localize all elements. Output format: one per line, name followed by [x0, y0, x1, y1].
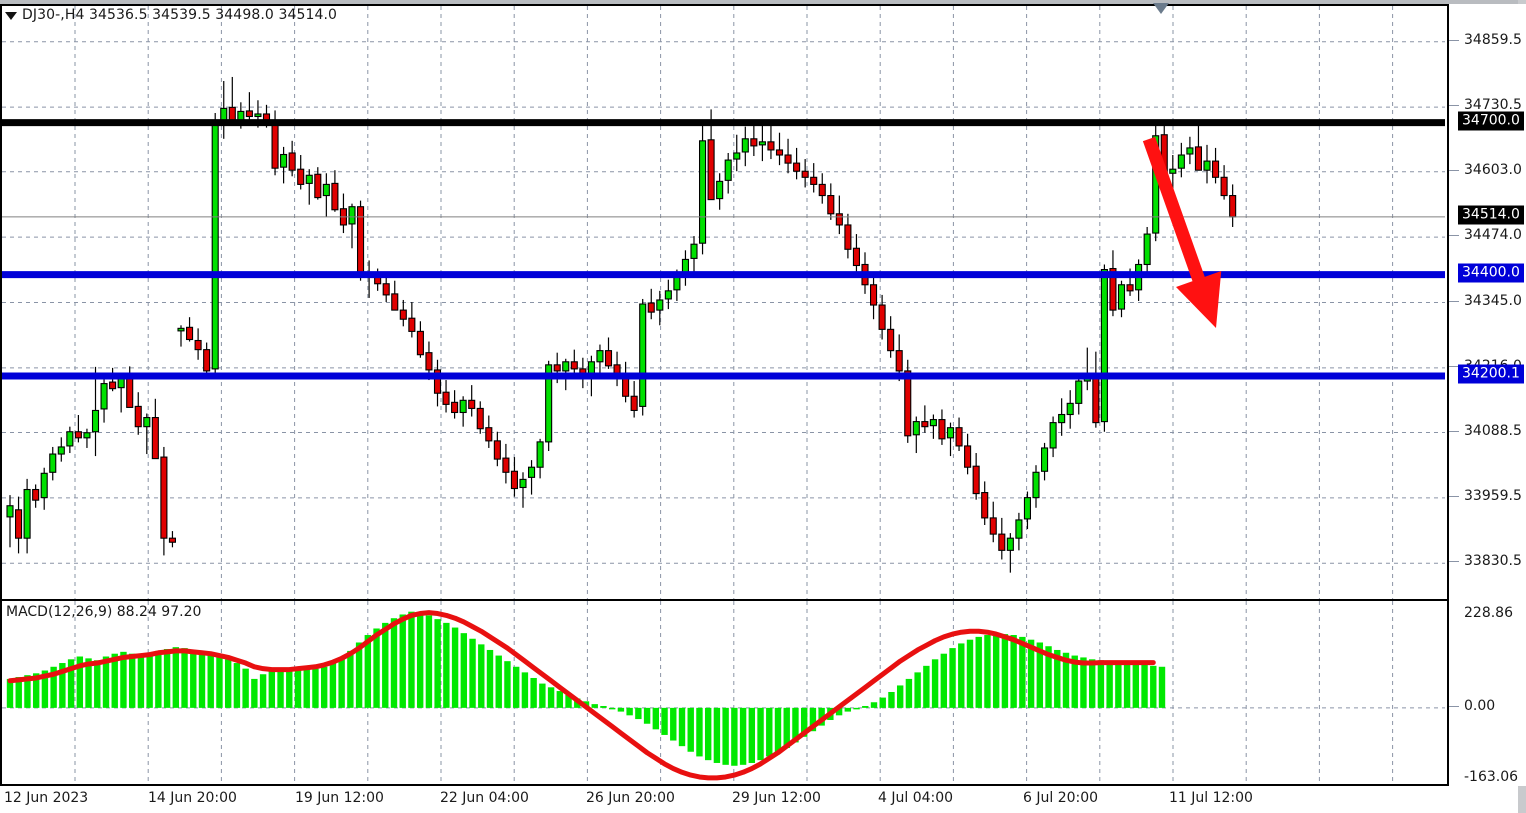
macd-axis-tick-mark: [1449, 705, 1459, 707]
price-axis-tick-mark: [1449, 430, 1459, 432]
time-axis-label: 19 Jun 12:00: [295, 790, 384, 806]
price-axis-tick-mark: [1449, 105, 1459, 107]
price-axis-tick-mark: [1449, 561, 1459, 563]
time-axis-label: 26 Jun 20:00: [586, 790, 675, 806]
price-chart-svg[interactable]: [2, 6, 1447, 599]
price-pane[interactable]: [2, 6, 1447, 599]
price-axis-tick: 33959.5: [1464, 487, 1522, 504]
macd-axis-tick: 0.00: [1464, 697, 1496, 714]
macd-indicator-label: MACD(12,26,9) 88.24 97.20: [6, 604, 202, 620]
macd-pane[interactable]: [2, 601, 1447, 784]
price-axis-tick-mark: [1449, 365, 1459, 367]
price-axis-tag[interactable]: 34700.0: [1458, 111, 1524, 131]
price-axis-tick: 34345.0: [1464, 292, 1522, 309]
time-axis-label: 22 Jun 04:00: [440, 790, 529, 806]
price-axis-tick-mark: [1449, 235, 1459, 237]
triangle-down-icon[interactable]: [5, 12, 17, 20]
time-axis-label: 4 Jul 04:00: [878, 790, 954, 806]
macd-axis-tick: 228.86: [1464, 605, 1513, 621]
price-axis-tick-mark: [1449, 495, 1459, 497]
window-top-strip: [0, 0, 1526, 4]
symbol-ohlc-header: DJ30-,H4 34536.5 34539.5 34498.0 34514.0: [22, 7, 338, 23]
price-axis-tick: 34859.5: [1464, 31, 1522, 48]
price-axis-tag[interactable]: 34400.0: [1458, 263, 1524, 283]
chart-frame[interactable]: [0, 4, 1449, 786]
time-axis-label: 6 Jul 20:00: [1023, 790, 1099, 806]
price-axis-tick-mark: [1449, 300, 1459, 302]
price-axis-tick: 34474.0: [1464, 227, 1522, 244]
price-axis-tick: 34603.0: [1464, 161, 1522, 178]
time-axis-label: 14 Jun 20:00: [148, 790, 237, 806]
macd-chart-svg[interactable]: [2, 601, 1447, 784]
price-axis-tick-mark: [1449, 169, 1459, 171]
price-axis-tick: 34088.5: [1464, 422, 1522, 439]
price-axis-tag[interactable]: 34514.0: [1458, 205, 1524, 225]
price-axis-tick: 34730.5: [1464, 97, 1522, 114]
pane-divider: [2, 599, 1447, 601]
price-axis-tag[interactable]: 34200.1: [1458, 364, 1524, 384]
price-axis-tick: 33830.5: [1464, 553, 1522, 570]
chart-top-marker-icon[interactable]: [1153, 3, 1169, 14]
time-axis-label: 11 Jul 12:00: [1169, 790, 1253, 806]
price-scale-gutter[interactable]: [1449, 4, 1526, 786]
time-axis-label: 29 Jun 12:00: [732, 790, 821, 806]
macd-axis-tick: -163.06: [1464, 769, 1519, 785]
price-axis-tick-mark: [1449, 39, 1459, 41]
time-axis-label: 12 Jun 2023: [4, 790, 89, 806]
